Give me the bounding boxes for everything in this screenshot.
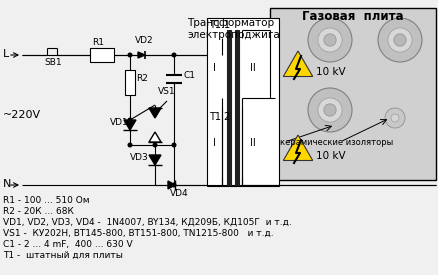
Circle shape — [394, 34, 406, 46]
Circle shape — [388, 28, 412, 52]
Circle shape — [391, 114, 399, 122]
Text: II: II — [250, 138, 256, 148]
Bar — [125, 70, 135, 95]
Text: VS1: VS1 — [158, 87, 176, 96]
Text: R1 - 100 ... 510 Ом: R1 - 100 ... 510 Ом — [3, 196, 90, 205]
Circle shape — [318, 98, 342, 122]
Text: 10 kV: 10 kV — [316, 151, 346, 161]
Text: VD1, VD2, VD3, VD4 -  1N4007, BY134, КД209Б, КД105Г  и т.д.: VD1, VD2, VD3, VD4 - 1N4007, BY134, КД20… — [3, 218, 292, 227]
Circle shape — [172, 143, 176, 147]
Text: T1.2: T1.2 — [209, 112, 230, 122]
Circle shape — [153, 143, 157, 147]
Text: T1.1: T1.1 — [209, 20, 230, 30]
Text: VD1: VD1 — [110, 118, 129, 127]
Bar — [235, 30, 239, 185]
Text: R2: R2 — [136, 74, 148, 83]
Text: VD4: VD4 — [170, 189, 189, 198]
Bar — [227, 30, 231, 185]
Text: С1 - 2 ... 4 mF,  400 ... 630 V: С1 - 2 ... 4 mF, 400 ... 630 V — [3, 240, 133, 249]
Polygon shape — [138, 52, 145, 58]
Circle shape — [128, 118, 132, 122]
Polygon shape — [149, 108, 161, 118]
Text: C1: C1 — [183, 70, 195, 79]
Text: II: II — [250, 63, 256, 73]
Text: Трансформатор
электроподжига: Трансформатор электроподжига — [187, 18, 280, 40]
Polygon shape — [283, 51, 313, 76]
Text: VD3: VD3 — [130, 153, 149, 162]
Circle shape — [385, 108, 405, 128]
Text: I: I — [212, 138, 215, 148]
Text: 10 kV: 10 kV — [316, 67, 346, 77]
Text: R2 - 20К ... 68К: R2 - 20К ... 68К — [3, 207, 74, 216]
Circle shape — [378, 18, 422, 62]
Text: N: N — [3, 179, 11, 189]
Text: I: I — [212, 63, 215, 73]
Circle shape — [308, 18, 352, 62]
Bar — [207, 18, 279, 186]
Text: SB1: SB1 — [44, 58, 62, 67]
Circle shape — [172, 53, 176, 57]
Circle shape — [172, 183, 176, 187]
Text: VD2: VD2 — [135, 36, 154, 45]
Text: VS1 -  КУ202Н, ВТ145-800, ВТ151-800, TN1215-800   и т.д.: VS1 - КУ202Н, ВТ145-800, ВТ151-800, TN12… — [3, 229, 274, 238]
Text: керамические изоляторы: керамические изоляторы — [280, 138, 393, 147]
Text: R1: R1 — [92, 38, 104, 47]
Circle shape — [324, 104, 336, 116]
Polygon shape — [149, 132, 161, 142]
Circle shape — [128, 143, 132, 147]
Bar — [270, 8, 436, 180]
Polygon shape — [283, 135, 313, 161]
Circle shape — [128, 53, 132, 57]
Text: Т1 -  штатный для плиты: Т1 - штатный для плиты — [3, 251, 123, 260]
Text: L: L — [3, 49, 9, 59]
Text: Газовая  плита: Газовая плита — [302, 10, 404, 23]
Polygon shape — [168, 181, 175, 189]
Bar — [90, 48, 114, 62]
Circle shape — [308, 88, 352, 132]
Circle shape — [318, 28, 342, 52]
Polygon shape — [124, 120, 136, 130]
Circle shape — [324, 34, 336, 46]
Polygon shape — [149, 155, 161, 165]
Text: ~220V: ~220V — [3, 110, 41, 120]
